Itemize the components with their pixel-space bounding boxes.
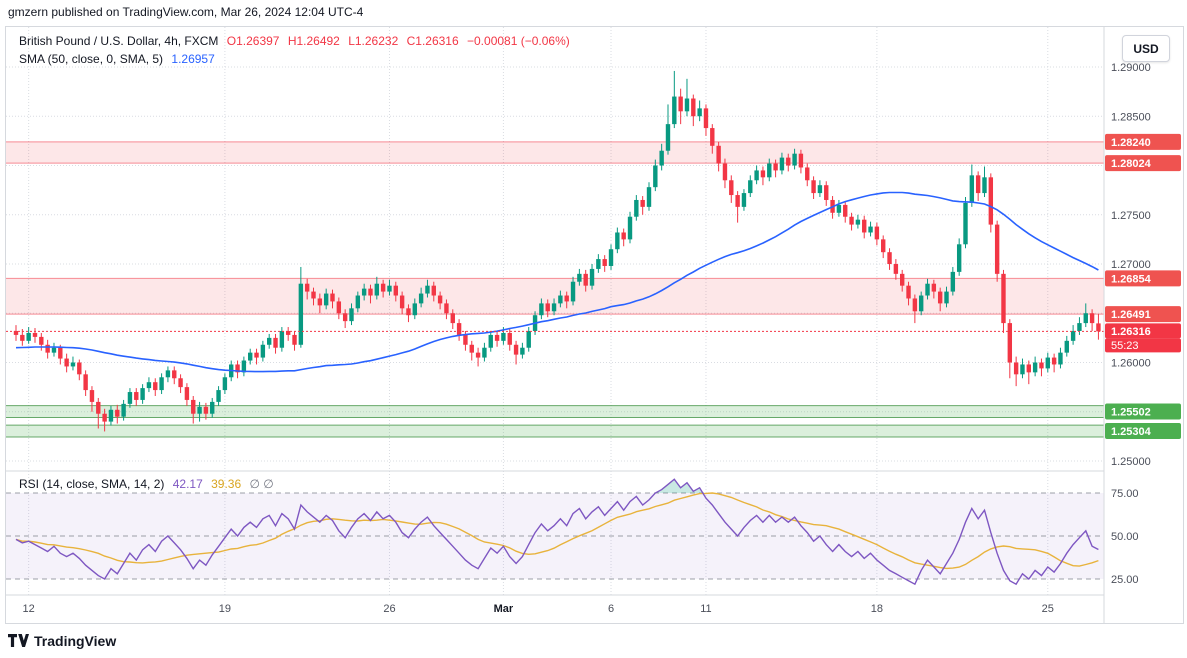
rsi-hidden-values: ∅ ∅ [249, 477, 274, 491]
svg-text:18: 18 [871, 603, 883, 615]
rsi-ma-value: 39.36 [211, 477, 242, 491]
rsi-value: 42.17 [172, 477, 203, 491]
svg-text:55:23: 55:23 [1111, 340, 1139, 352]
svg-text:1.27000: 1.27000 [1111, 259, 1151, 271]
rsi-legend-label: RSI (14, close, SMA, 14, 2) [19, 477, 165, 491]
svg-text:Mar: Mar [494, 603, 514, 615]
svg-text:1.25000: 1.25000 [1111, 456, 1151, 468]
svg-text:1.26316: 1.26316 [1111, 326, 1151, 338]
chart-frame[interactable]: 1.29000 1.28500 1.27500 1.27000 1.26000 1.250… [5, 26, 1184, 624]
ohlc-low: L1.26232 [348, 34, 399, 48]
support-resistance-zones [6, 141, 1104, 438]
svg-text:1.26000: 1.26000 [1111, 358, 1151, 370]
svg-text:1.29000: 1.29000 [1111, 62, 1151, 74]
footer-branding: TradingView [8, 633, 116, 649]
svg-text:25.00: 25.00 [1111, 574, 1139, 586]
rsi-legend: RSI (14, close, SMA, 14, 2) 42.17 39.36 … [19, 477, 279, 491]
candlestick-series [13, 70, 1101, 432]
svg-text:19: 19 [219, 603, 231, 615]
ohlc-close: C1.26316 [406, 34, 459, 48]
svg-text:11: 11 [700, 603, 711, 615]
sma-legend-label: SMA (50, close, 0, SMA, 5) [19, 52, 164, 66]
ohlc-open: O1.26397 [226, 34, 280, 48]
svg-text:1.27500: 1.27500 [1111, 210, 1151, 222]
svg-text:1.28240: 1.28240 [1111, 137, 1151, 149]
svg-text:75.00: 75.00 [1111, 488, 1139, 500]
tradingview-logo-icon[interactable] [8, 634, 29, 648]
svg-text:26: 26 [383, 603, 395, 615]
svg-text:1.25502: 1.25502 [1111, 407, 1151, 419]
chart-canvas[interactable]: 1.29000 1.28500 1.27500 1.27000 1.26000 1.250… [6, 27, 1183, 623]
svg-text:1.26491: 1.26491 [1111, 309, 1151, 321]
svg-text:12: 12 [23, 603, 35, 615]
tradingview-logo-text[interactable]: TradingView [34, 633, 117, 649]
symbol-title: British Pound / U.S. Dollar, 4h, FXCM [19, 34, 219, 48]
currency-button[interactable]: USD [1122, 35, 1170, 62]
svg-text:50.00: 50.00 [1111, 531, 1139, 543]
ohlc-high: H1.26492 [287, 34, 340, 48]
svg-text:25: 25 [1042, 603, 1054, 615]
rsi-pane[interactable] [6, 478, 1104, 586]
sma-line [15, 191, 1099, 373]
symbol-legend: British Pound / U.S. Dollar, 4h, FXCM O1… [19, 34, 575, 48]
pane-separators [6, 470, 1183, 596]
svg-text:1.26854: 1.26854 [1111, 273, 1152, 285]
svg-text:1.28500: 1.28500 [1111, 111, 1151, 123]
price-axis[interactable]: 1.29000 1.28500 1.27500 1.27000 1.26000 1.250… [1103, 27, 1183, 623]
svg-text:6: 6 [608, 603, 614, 615]
sma-legend-value: 1.26957 [171, 52, 215, 66]
attribution-text: gmzern published on TradingView.com, Mar… [8, 5, 364, 19]
sma-legend: SMA (50, close, 0, SMA, 5) 1.26957 [19, 52, 220, 66]
ohlc-change: −0.00081 (−0.06%) [467, 34, 570, 48]
time-axis[interactable]: 12 19 26 Mar 6 11 18 25 [23, 603, 1054, 615]
svg-text:1.28024: 1.28024 [1111, 158, 1152, 170]
svg-text:1.25304: 1.25304 [1111, 426, 1152, 438]
grid-lines [6, 27, 1104, 595]
